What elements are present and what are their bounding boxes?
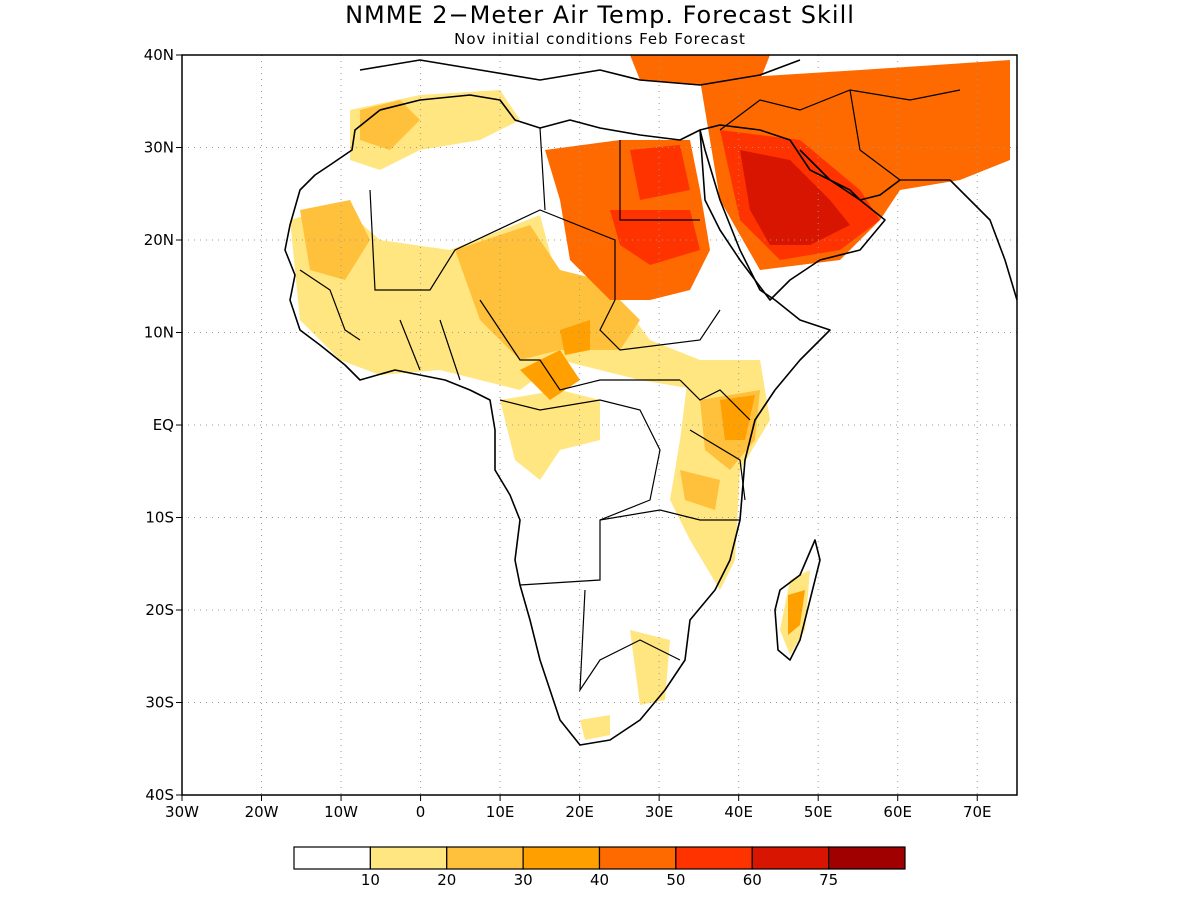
lon-tick-label: 30E bbox=[645, 803, 674, 821]
colorbar-label: 50 bbox=[666, 871, 685, 889]
lon-tick-label: 50E bbox=[804, 803, 833, 821]
border-mideast bbox=[719, 89, 961, 181]
shade-50-60-sahara bbox=[610, 145, 700, 265]
country-borders bbox=[299, 89, 961, 693]
colorbar-label: 75 bbox=[819, 871, 838, 889]
africa-coastline bbox=[284, 94, 831, 746]
colorbar-swatch bbox=[446, 846, 524, 870]
lon-tick-label: 20E bbox=[565, 803, 594, 821]
persian-gulf-coastline bbox=[799, 149, 901, 201]
latitude-axis: 40N 30N 20N 10N EQ 10S 20S 30S 40S bbox=[144, 46, 182, 804]
shade-30-40-east bbox=[720, 395, 755, 440]
lon-tick-label: 10W bbox=[324, 803, 358, 821]
lat-tick-label: 40N bbox=[144, 46, 174, 64]
shade-20-30-west bbox=[300, 200, 370, 280]
lat-tick-label: 10S bbox=[145, 509, 174, 527]
colorbar-legend: 10 20 30 40 50 60 75 bbox=[293, 846, 906, 889]
lon-tick-label: 70E bbox=[963, 803, 992, 821]
border-congo bbox=[499, 399, 661, 586]
lon-tick-label: 30W bbox=[165, 803, 199, 821]
lat-tick-label: 20N bbox=[144, 231, 174, 249]
coastlines bbox=[284, 59, 1017, 746]
colorbar-swatch bbox=[828, 846, 906, 870]
med-coastline-north bbox=[359, 59, 801, 86]
border-south bbox=[579, 509, 740, 693]
border-central bbox=[479, 299, 680, 391]
lon-tick-label: 40E bbox=[724, 803, 753, 821]
lat-tick-label: EQ bbox=[153, 416, 174, 434]
colorbar-label: 30 bbox=[514, 871, 533, 889]
colorbar-swatch bbox=[675, 846, 753, 870]
shade-30-40-center bbox=[520, 320, 590, 400]
map-plot-area bbox=[182, 55, 1017, 795]
shade-20-30-north bbox=[360, 100, 420, 150]
lon-tick-label: 10E bbox=[486, 803, 515, 821]
colorbar-label: 60 bbox=[743, 871, 762, 889]
skill-shading-layer bbox=[285, 55, 1010, 745]
arabia-coastline bbox=[699, 124, 886, 301]
colorbar-label: 40 bbox=[590, 871, 609, 889]
india-coastline bbox=[949, 179, 1017, 301]
lat-tick-label: 30S bbox=[145, 694, 174, 712]
colorbar-swatch bbox=[293, 846, 371, 870]
shade-30-40-madagascar bbox=[788, 590, 805, 635]
lat-tick-label: 40S bbox=[145, 786, 174, 804]
madagascar-coastline bbox=[774, 539, 821, 661]
border-libya-egypt bbox=[539, 127, 700, 221]
shade-60-75-arabia bbox=[740, 150, 850, 245]
lon-tick-label: 60E bbox=[883, 803, 912, 821]
colorbar-label: 20 bbox=[437, 871, 456, 889]
lon-tick-label: 20W bbox=[245, 803, 279, 821]
longitude-axis: 30W 20W 10W 0 10E 20E 30E 40E 50E 60E 70E bbox=[165, 795, 992, 821]
chart-title: NMME 2−Meter Air Temp. Forecast Skill bbox=[345, 1, 855, 29]
lon-tick-label: 0 bbox=[416, 803, 426, 821]
border-sahara-west bbox=[369, 189, 616, 300]
lat-tick-label: 30N bbox=[144, 139, 174, 157]
shade-10-20-south bbox=[580, 630, 670, 740]
lat-tick-label: 20S bbox=[145, 601, 174, 619]
colorbar-swatch bbox=[598, 846, 677, 870]
border-east bbox=[679, 379, 751, 501]
colorbar-label: 10 bbox=[361, 871, 380, 889]
colorbar-swatch bbox=[522, 846, 601, 870]
shade-40-50-med bbox=[630, 55, 770, 85]
shade-20-30-sahel bbox=[455, 225, 640, 360]
chart-subtitle: Nov initial conditions Feb Forecast bbox=[454, 30, 746, 48]
shade-10-20-congo bbox=[500, 390, 600, 480]
lat-tick-label: 10N bbox=[144, 324, 174, 342]
border-west-africa bbox=[299, 269, 461, 381]
border-sudan bbox=[599, 299, 721, 351]
colorbar-swatch bbox=[369, 846, 448, 870]
colorbar-swatch bbox=[751, 846, 830, 870]
